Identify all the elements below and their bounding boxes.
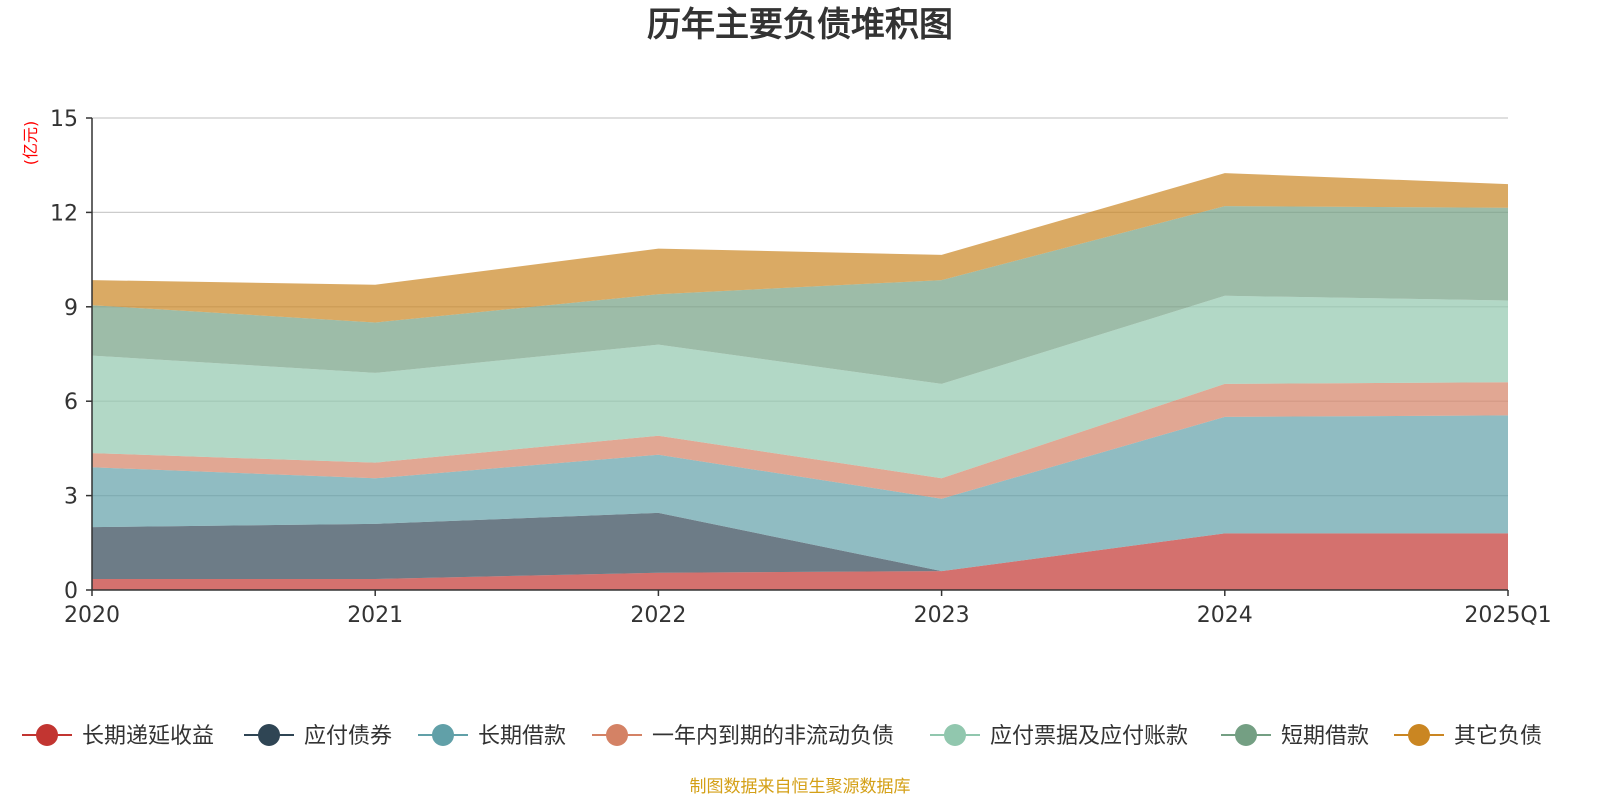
legend: 长期递延收益 应付债券 长期借款 一年内到期的非流动负债 应付票据及应付账款 短期借款 其它… — [22, 724, 1542, 749]
data-source-note: 制图数据来自恒生聚源数据库 — [690, 777, 911, 797]
legend-item-4[interactable]: 一年内到期的非流动负债 — [592, 724, 894, 749]
legend-label: 长期递延收益 — [82, 724, 214, 749]
legend-circle-icon — [606, 724, 628, 746]
legend-item-3[interactable]: 长期借款 — [418, 724, 566, 749]
legend-label: 应付债券 — [304, 724, 392, 749]
legend-label: 一年内到期的非流动负债 — [652, 724, 894, 749]
y-tick-label: 15 — [50, 107, 78, 132]
x-tick-label: 2020 — [64, 603, 120, 628]
legend-circle-icon — [432, 724, 454, 746]
legend-label: 长期借款 — [478, 724, 566, 749]
y-tick-label: 12 — [50, 201, 78, 226]
legend-label: 其它负债 — [1454, 724, 1542, 749]
x-tick-label: 2022 — [630, 603, 686, 628]
legend-circle-icon — [1235, 724, 1257, 746]
legend-label: 应付票据及应付账款 — [990, 724, 1188, 749]
area-series-5 — [92, 295, 1508, 479]
area-series-1 — [92, 533, 1508, 590]
x-tick-label: 2025Q1 — [1464, 603, 1551, 628]
area-series-3 — [92, 415, 1508, 572]
axes: 0 3 6 9 12 15 2020 2021 2022 2023 2024 2025Q1 — [50, 107, 1552, 628]
area-series-6 — [92, 206, 1508, 384]
area-series-2 — [92, 512, 1508, 579]
legend-circle-icon — [944, 724, 966, 746]
y-tick-label: 0 — [64, 579, 78, 604]
legend-item-6[interactable]: 短期借款 — [1221, 724, 1369, 749]
y-tick-label: 6 — [64, 390, 78, 415]
legend-item-5[interactable]: 应付票据及应付账款 — [930, 724, 1188, 749]
legend-label: 短期借款 — [1281, 724, 1369, 749]
legend-circle-icon — [1408, 724, 1430, 746]
area-series-7 — [92, 173, 1508, 323]
chart-title: 历年主要负债堆积图 — [647, 5, 953, 45]
legend-item-7[interactable]: 其它负债 — [1394, 724, 1542, 749]
x-tick-label: 2023 — [914, 603, 970, 628]
y-tick-label: 3 — [64, 485, 78, 510]
legend-item-2[interactable]: 应付债券 — [244, 724, 392, 749]
area-series-group — [92, 173, 1508, 590]
y-axis-unit-label: (亿元) — [21, 121, 40, 166]
area-series-4 — [92, 382, 1508, 499]
x-tick-label: 2021 — [347, 603, 403, 628]
legend-circle-icon — [258, 724, 280, 746]
y-tick-label: 9 — [64, 296, 78, 321]
legend-item-1[interactable]: 长期递延收益 — [22, 724, 214, 749]
legend-circle-icon — [36, 724, 58, 746]
x-tick-label: 2024 — [1197, 603, 1253, 628]
